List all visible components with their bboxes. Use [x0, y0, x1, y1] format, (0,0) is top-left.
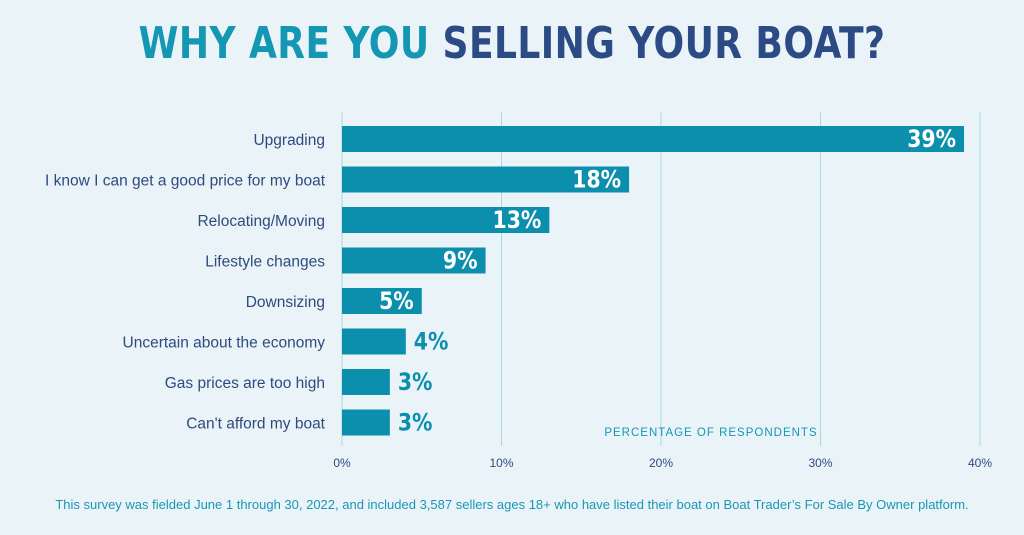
category-label: Lifestyle changes	[205, 254, 325, 271]
category-label: Gas prices are too high	[165, 375, 325, 392]
x-tick-label: 20%	[649, 456, 673, 470]
x-tick-label: 40%	[968, 456, 992, 470]
value-label: 13%	[493, 206, 542, 234]
x-tick-label: 10%	[489, 456, 513, 470]
title-part-2: SELLING YOUR BOAT?	[442, 18, 886, 69]
category-label: Upgrading	[253, 132, 325, 149]
category-label: Downsizing	[246, 294, 325, 311]
bar	[342, 328, 406, 355]
chart-title: WHY ARE YOU SELLING YOUR BOAT?	[92, 18, 932, 69]
category-label: Can't afford my boat	[186, 416, 325, 433]
bar	[342, 247, 486, 274]
category-label: I know I can get a good price for my boa…	[45, 173, 326, 190]
bar	[342, 126, 965, 152]
value-label: 39%	[907, 125, 956, 153]
bar	[342, 369, 390, 395]
bar	[342, 288, 422, 314]
bar	[342, 207, 550, 233]
title-part-1: WHY ARE YOU	[138, 18, 430, 69]
category-label: Relocating/Moving	[197, 213, 325, 230]
value-label: 3%	[398, 409, 433, 437]
bar	[342, 166, 630, 193]
x-tick-label: 0%	[333, 456, 351, 470]
bar	[342, 409, 390, 436]
value-label: 9%	[443, 247, 478, 275]
category-label: Uncertain about the economy	[123, 335, 326, 352]
value-label: 18%	[572, 166, 621, 194]
value-label: 4%	[414, 328, 449, 356]
survey-footnote: This survey was fielded June 1 through 3…	[55, 497, 969, 512]
x-axis-label: PERCENTAGE OF RESPONDENTS	[604, 427, 817, 439]
value-label: 5%	[379, 287, 414, 315]
x-tick-label: 30%	[808, 456, 832, 470]
value-label: 3%	[398, 368, 433, 396]
